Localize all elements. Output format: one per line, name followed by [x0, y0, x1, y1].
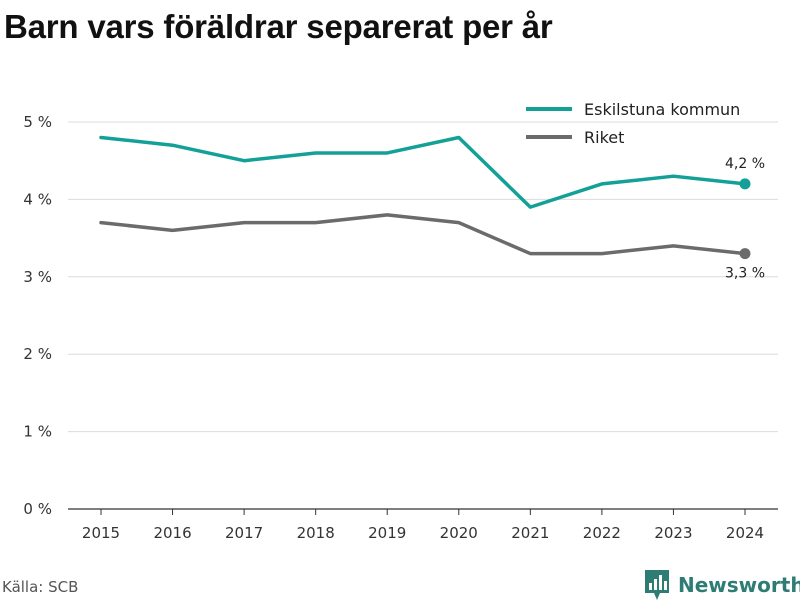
- x-tick-label: 2017: [225, 524, 263, 542]
- x-tick-label: 2023: [654, 524, 692, 542]
- x-tick-label: 2024: [726, 524, 764, 542]
- x-tick-label: 2021: [511, 524, 549, 542]
- brand-name: Newsworthy: [678, 573, 800, 597]
- y-tick-label: 5 %: [23, 113, 52, 131]
- newsworthy-logo-icon: [645, 570, 669, 600]
- x-tick-label: 2020: [440, 524, 478, 542]
- source-note: Källa: SCB: [2, 578, 79, 596]
- legend: Eskilstuna kommun Riket: [526, 100, 740, 147]
- series-end-point: [739, 178, 751, 190]
- x-tick-label: 2019: [368, 524, 406, 542]
- legend-label: Eskilstuna kommun: [584, 100, 740, 119]
- y-tick-label: 2 %: [23, 345, 52, 363]
- y-tick-label: 0 %: [23, 500, 52, 518]
- series-line: [99, 213, 747, 256]
- x-tick-label: 2016: [153, 524, 191, 542]
- x-axis: 2015 2016 2017 2018 2019 2020 2021 2022 2023 2024: [82, 509, 764, 542]
- legend-label: Riket: [584, 128, 624, 147]
- grid: [68, 121, 778, 510]
- y-tick-label: 1 %: [23, 423, 52, 441]
- series-end-label: 3,3 %: [725, 266, 765, 282]
- y-tick-label: 3 %: [23, 268, 52, 286]
- series-end-point: [739, 248, 751, 260]
- brand-logo: Newsworthy: [644, 569, 800, 601]
- y-axis: 0 % 1 % 2 % 3 % 4 % 5 %: [23, 113, 52, 518]
- chart-title: Barn vars föräldrar separerat per år: [4, 8, 553, 45]
- y-tick-label: 4 %: [23, 190, 52, 208]
- x-tick-label: 2022: [583, 524, 621, 542]
- x-tick-label: 2018: [297, 524, 335, 542]
- series-line: [99, 135, 747, 209]
- series-lines: 4,2 % 3,3 %: [99, 135, 765, 282]
- x-tick-label: 2015: [82, 524, 120, 542]
- series-end-label: 4,2 %: [725, 156, 765, 172]
